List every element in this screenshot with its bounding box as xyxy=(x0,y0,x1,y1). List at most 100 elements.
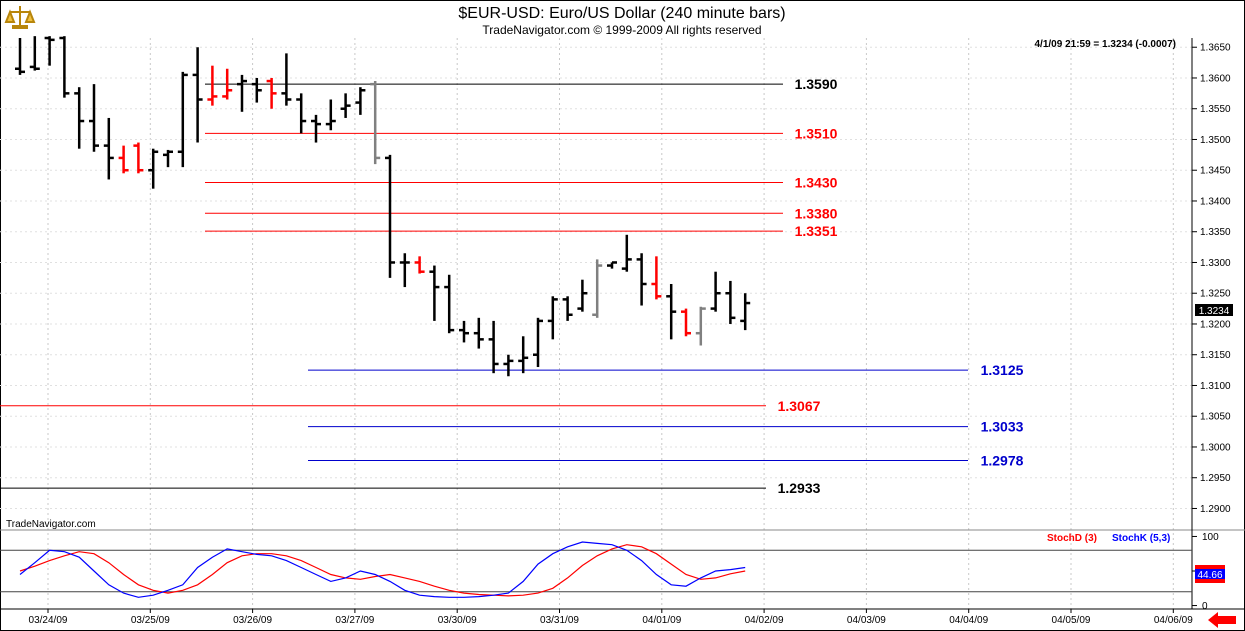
ohlc-bar xyxy=(192,47,203,143)
ohlc-bar xyxy=(562,296,573,321)
ohlc-bar xyxy=(740,293,751,331)
y-tick-label: 1.3200 xyxy=(1200,319,1231,330)
legend-stochd: StochD (3) xyxy=(1047,533,1097,544)
ohlc-bar xyxy=(177,71,188,168)
ohlc-bar xyxy=(651,256,662,300)
left-arrow-icon[interactable] xyxy=(1208,612,1236,628)
y-tick-label: 1.3300 xyxy=(1200,258,1231,269)
x-tick-label: 03/25/09 xyxy=(131,615,170,626)
last-price-label: 1.3234 xyxy=(1199,306,1230,317)
x-tick-label: 03/27/09 xyxy=(335,615,374,626)
ohlc-bar xyxy=(237,74,247,112)
ohlc-bar xyxy=(621,234,632,272)
ohlc-bar xyxy=(518,336,529,374)
ohlc-bar xyxy=(577,279,588,312)
y-tick-label: 1.3550 xyxy=(1200,104,1231,115)
stoch-tick-label: 100 xyxy=(1202,532,1219,543)
ohlc-bar xyxy=(370,81,381,165)
y-tick-label: 1.3450 xyxy=(1200,166,1231,177)
y-tick-label: 1.3050 xyxy=(1200,412,1231,423)
price-readout: 4/1/09 21:59 = 1.3234 (-0.0007) xyxy=(1035,39,1177,50)
ohlc-bar xyxy=(488,320,499,374)
level-label: 1.2933 xyxy=(778,480,821,496)
ohlc-bar xyxy=(459,320,469,343)
ohlc-bar xyxy=(103,117,114,180)
x-tick-label: 04/03/09 xyxy=(847,615,886,626)
price-y-axis: 1.2900 1.2950 1.3000 1.3050 1.3100 1.3150 1.32… xyxy=(1192,43,1231,515)
x-tick-label: 04/02/09 xyxy=(745,615,784,626)
ohlc-bar xyxy=(133,142,144,174)
ohlc-bar xyxy=(399,253,410,288)
level-label: 1.3430 xyxy=(795,175,838,191)
level-label: 1.3067 xyxy=(778,398,821,414)
level-label: 1.3510 xyxy=(795,125,838,141)
ohlc-bar xyxy=(695,306,706,346)
ohlc-bar xyxy=(29,36,40,71)
stoch-series-line xyxy=(19,544,746,597)
ohlc-bar xyxy=(503,354,514,377)
x-tick-label: 03/31/09 xyxy=(540,615,579,626)
y-tick-label: 1.3400 xyxy=(1200,196,1231,207)
ohlc-bar xyxy=(710,271,721,312)
chart-subtitle: TradeNavigator.com © 1999-2009 All right… xyxy=(482,23,761,37)
ohlc-bar xyxy=(148,148,159,189)
y-tick-label: 1.3350 xyxy=(1200,227,1231,238)
ohlc-bar xyxy=(325,99,336,131)
watermark: TradeNavigator.com xyxy=(6,519,96,530)
ohlc-bar xyxy=(429,265,440,321)
y-tick-label: 1.3600 xyxy=(1200,73,1231,84)
ohlc-bar xyxy=(44,36,55,66)
ohlc-bar xyxy=(118,145,129,174)
grid xyxy=(0,38,1192,609)
last-price-marker: 1.3234 xyxy=(1195,304,1233,317)
y-tick-label: 1.3250 xyxy=(1200,289,1231,300)
ohlc-bar xyxy=(385,154,395,278)
x-tick-label: 04/05/09 xyxy=(1052,615,1091,626)
y-tick-label: 1.3650 xyxy=(1200,43,1231,54)
x-tick-label: 03/30/09 xyxy=(438,615,477,626)
level-label: 1.3380 xyxy=(795,205,838,221)
ohlc-bar xyxy=(163,149,173,168)
y-tick-label: 1.3000 xyxy=(1200,442,1231,453)
ohlc-bar xyxy=(59,36,70,98)
level-label: 1.3125 xyxy=(981,362,1024,378)
level-label: 1.2978 xyxy=(981,453,1024,469)
x-tick-label: 04/01/09 xyxy=(642,615,681,626)
ohlc-bar xyxy=(89,84,99,152)
last-stoch-marker: 44.66 xyxy=(1195,565,1225,583)
last-stoch-label: 44.66 xyxy=(1197,570,1222,581)
legend-stochk: StochK (5,3) xyxy=(1112,533,1170,544)
x-tick-label: 04/04/09 xyxy=(949,615,988,626)
ohlc-bar xyxy=(15,38,25,75)
y-tick-label: 1.3100 xyxy=(1200,381,1231,392)
ohlc-bar xyxy=(607,261,617,269)
ohlc-bar xyxy=(222,68,233,100)
chart-title: $EUR-USD: Euro/US Dollar (240 minute bar… xyxy=(458,5,785,22)
ohlc-bar xyxy=(296,93,307,134)
y-tick-label: 1.2900 xyxy=(1200,504,1231,515)
ohlc-bar xyxy=(444,274,455,334)
ohlc-bar xyxy=(311,114,321,143)
stoch-series-line xyxy=(19,541,746,598)
price-bars xyxy=(15,36,751,377)
ohlc-bar xyxy=(533,317,543,368)
ohlc-bar xyxy=(414,256,425,274)
y-tick-label: 1.3150 xyxy=(1200,350,1231,361)
x-tick-label: 03/26/09 xyxy=(233,615,272,626)
stoch-tick-label: 0 xyxy=(1202,601,1208,612)
ohlc-bar xyxy=(473,317,484,349)
x-tick-label: 04/06/09 xyxy=(1154,615,1193,626)
ohlc-bar xyxy=(547,296,558,340)
x-tick-label: 03/24/09 xyxy=(29,615,68,626)
date-axis: 03/24/09 03/25/09 03/26/09 03/27/09 03/30/09… xyxy=(29,609,1193,626)
ohlc-bar xyxy=(666,284,677,340)
ohlc-bar xyxy=(266,77,277,109)
level-label: 1.3033 xyxy=(981,419,1024,435)
scales-icon[interactable] xyxy=(4,4,36,32)
ohlc-bar xyxy=(636,253,647,306)
level-label: 1.3351 xyxy=(795,223,838,239)
ohlc-bar xyxy=(681,308,691,337)
stochastic-panel: 100500 xyxy=(0,532,1219,612)
ohlc-bar xyxy=(281,53,292,106)
